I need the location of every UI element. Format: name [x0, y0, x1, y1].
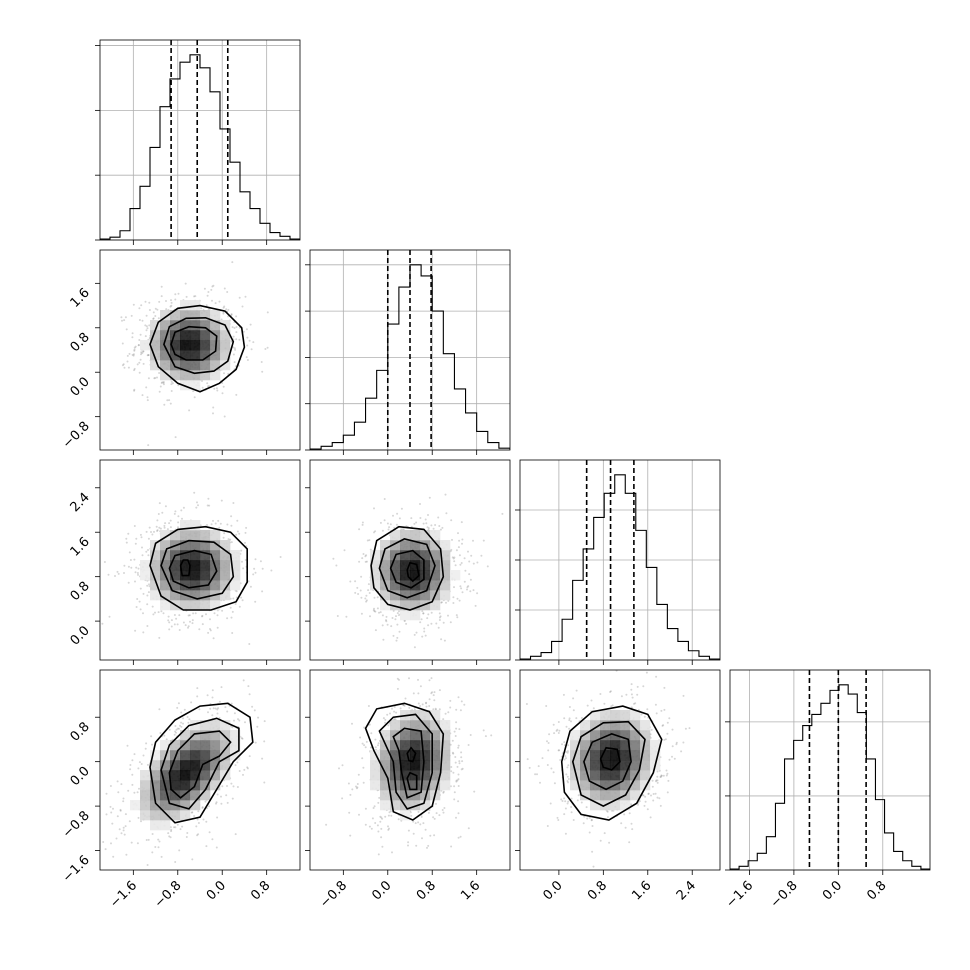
contour-level-3 [599, 746, 621, 771]
scatter-panel-1-0: −0.8 0.0 0.8 1.6 [60, 249, 301, 455]
y-tick-label: 0.8 [68, 330, 93, 355]
contour-level-0 [560, 705, 663, 821]
contour-level-1 [160, 539, 235, 600]
x-tick-label: −1.6 [107, 878, 140, 911]
contour-level-0 [370, 525, 445, 611]
y-tick-label: 0.8 [68, 579, 93, 604]
contour-level-2 [170, 325, 218, 361]
x-tick-label: 0.0 [369, 878, 394, 903]
panel-frame [309, 459, 511, 661]
contour-level-0 [149, 702, 254, 824]
panel-frame [99, 669, 301, 871]
histogram-steps [100, 54, 300, 240]
x-tick-label: −0.8 [768, 878, 801, 911]
contour-level-2 [168, 730, 232, 799]
density-grid [570, 710, 661, 811]
x-tick-label: 0.8 [248, 878, 273, 903]
contour-level-1 [378, 538, 436, 599]
panel-frame [99, 459, 301, 661]
x-tick-label: −1.6 [723, 878, 756, 911]
density-grid [130, 720, 241, 831]
contour-level-2 [583, 733, 632, 791]
panel-frame [309, 249, 511, 451]
panel-frame [729, 669, 931, 871]
panel-frame [99, 39, 301, 241]
density-grid [140, 300, 231, 391]
x-tick-label: −0.8 [317, 878, 350, 911]
contour-level-3 [406, 561, 420, 583]
x-tick-label: 0.0 [820, 878, 845, 903]
panel-frame [309, 669, 511, 871]
x-tick-label: 1.6 [629, 878, 654, 903]
histogram-panel-3: −1.6 −0.8 0.0 0.8 [723, 669, 931, 911]
contour-level-1 [163, 316, 235, 375]
contour-level-4 [406, 771, 418, 791]
y-tick-label: −0.8 [60, 808, 93, 841]
scatter-panel-2-0: 0.0 0.8 1.6 2.4 [68, 459, 301, 665]
y-tick-label: 0.0 [68, 764, 93, 789]
histogram-steps [730, 684, 930, 870]
y-tick-label: 0.8 [68, 719, 93, 744]
x-tick-label: 0.0 [204, 878, 229, 903]
y-tick-label: 2.4 [68, 490, 93, 515]
contour-level-2 [392, 727, 425, 799]
histogram-panel-0 [95, 39, 301, 245]
x-tick-label: −0.8 [152, 878, 185, 911]
histogram-panel-2 [515, 459, 721, 665]
contour-level-1 [571, 720, 646, 807]
y-tick-label: 0.0 [68, 374, 93, 399]
histogram-panel-1 [305, 249, 511, 455]
scatter-panel-3-1: −0.8 0.0 0.8 1.6 [305, 669, 511, 911]
contour-level-3 [406, 746, 417, 763]
density-grid [370, 530, 461, 621]
scatter-panel-2-1 [305, 459, 511, 665]
contour-level-0 [364, 702, 445, 821]
x-tick-label: 2.4 [674, 878, 699, 903]
panel-frame [519, 669, 721, 871]
y-tick-label: 1.6 [68, 534, 93, 559]
contour-level-2 [389, 549, 425, 589]
contour-level-0 [149, 304, 246, 393]
x-tick-label: 0.0 [540, 878, 565, 903]
contour-level-1 [160, 717, 240, 810]
y-tick-label: −0.8 [60, 419, 93, 452]
panel-frame [99, 249, 301, 451]
y-tick-label: 1.6 [68, 286, 93, 311]
x-tick-label: 0.8 [414, 878, 439, 903]
contour-level-3 [179, 559, 191, 577]
contour-level-0 [149, 525, 248, 611]
contour-level-1 [378, 713, 433, 810]
contour-level-2 [168, 549, 218, 589]
x-tick-label: 0.8 [864, 878, 889, 903]
panel-frame [519, 459, 721, 661]
y-tick-label: 0.0 [68, 623, 93, 648]
scatter-panel-3-0: −1.6 −0.8 0.0 0.8 −1.6 −0.8 0.0 0.8 [60, 669, 301, 911]
x-tick-label: 1.6 [458, 878, 483, 903]
x-tick-label: 0.8 [585, 878, 610, 903]
scatter-panel-3-2: 0.0 0.8 1.6 2.4 [515, 669, 721, 903]
y-tick-label: −1.6 [60, 853, 93, 886]
histogram-steps [520, 474, 720, 660]
